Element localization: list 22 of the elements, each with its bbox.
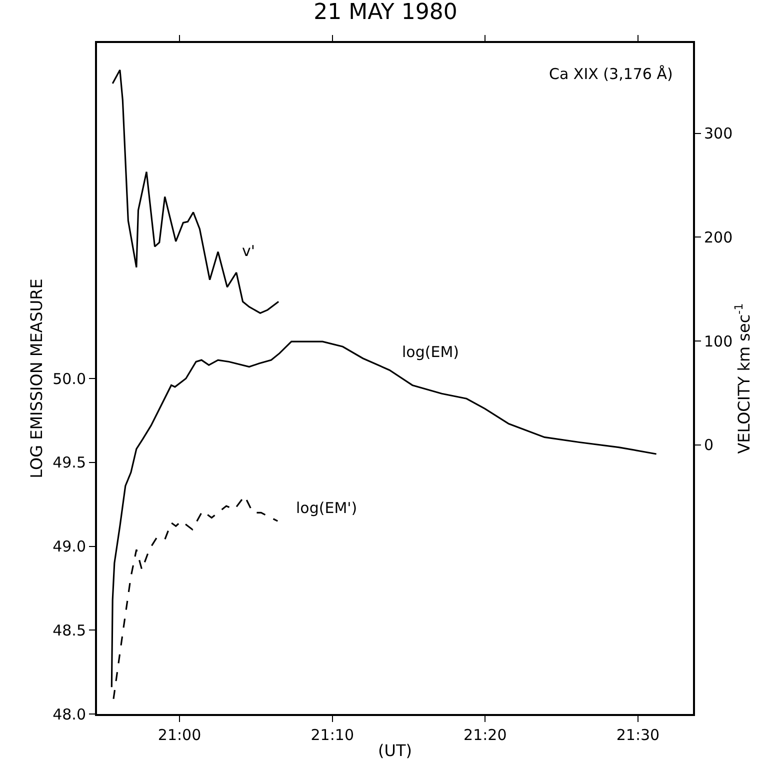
annotation: Ca XIX (3,176 Å) (549, 65, 673, 83)
x-tick-label: 21:20 (464, 726, 507, 744)
y2-tick-label: 0 (704, 436, 714, 454)
series-label: log(EM) (402, 343, 459, 361)
series-label: v' (242, 242, 256, 260)
x-tick-label: 21:10 (310, 726, 354, 744)
y-tick-label: 49.5 (52, 454, 86, 472)
line-series (112, 69, 280, 314)
y-tick-label: 48.0 (52, 705, 86, 724)
chart-title: 21 MAY 1980 (314, 0, 458, 26)
series-label: log(EM') (296, 499, 358, 517)
x-tick-label: 21:30 (616, 726, 660, 744)
y2-tick-label: 200 (704, 228, 733, 246)
y-axis-title: LOG EMISSION MEASURE (26, 278, 46, 478)
x-axis-title: (UT) (378, 741, 412, 760)
line-series (110, 340, 658, 688)
y-tick-label: 50.0 (52, 370, 86, 388)
x-tick-label: 21:00 (158, 726, 202, 744)
y2-tick-label: 300 (704, 124, 733, 143)
y2-tick-label: 100 (704, 332, 733, 350)
y-tick-label: 49.0 (52, 538, 86, 556)
y-tick-label: 48.5 (52, 621, 86, 640)
